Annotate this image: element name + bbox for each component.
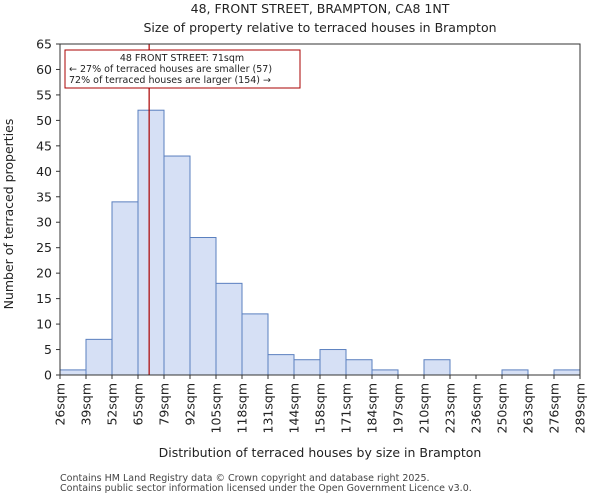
histogram-chart: 48, FRONT STREET, BRAMPTON, CA8 1NT Size… xyxy=(1,1,588,460)
y-tick-label: 10 xyxy=(36,317,52,332)
x-tick-label: 118sqm xyxy=(235,383,250,433)
bar-276sqm xyxy=(553,369,581,376)
y-tick-label: 15 xyxy=(36,291,52,306)
bar-171sqm xyxy=(345,359,373,376)
annotation-line-1: 48 FRONT STREET: 71sqm xyxy=(120,53,244,64)
x-tick-label: 39sqm xyxy=(79,383,94,426)
annotation-box: 48 FRONT STREET: 71sqm ← 27% of terraced… xyxy=(64,49,301,89)
bar-118sqm xyxy=(241,313,269,376)
chart-title: 48, FRONT STREET, BRAMPTON, CA8 1NT xyxy=(191,1,450,16)
x-tick-label: 184sqm xyxy=(365,383,380,433)
x-tick-label: 236sqm xyxy=(469,383,484,433)
bar-92sqm xyxy=(189,237,217,376)
x-tick-label: 144sqm xyxy=(287,383,302,433)
annotation-rect xyxy=(64,49,301,89)
x-tick-label: 26sqm xyxy=(53,383,68,426)
bar-52sqm xyxy=(111,201,139,376)
y-tick-label: 5 xyxy=(44,342,52,357)
bar-65sqm xyxy=(137,109,165,376)
footer-licence: Contains public sector information licen… xyxy=(60,483,472,494)
y-tick-label: 45 xyxy=(36,138,52,153)
y-axis-label: Number of terraced properties xyxy=(1,119,16,310)
annotation-line-3: 72% of terraced houses are larger (154) … xyxy=(69,75,271,86)
x-tick-label: 52sqm xyxy=(105,383,120,426)
annotation-line-2: ← 27% of terraced houses are smaller (57… xyxy=(69,64,272,75)
x-tick-label: 210sqm xyxy=(417,383,432,433)
x-tick-label: 79sqm xyxy=(157,383,172,426)
bar-131sqm xyxy=(267,354,295,376)
x-tick-label: 92sqm xyxy=(183,383,198,426)
y-tick-label: 50 xyxy=(36,113,52,128)
y-ticks: 0 5 10 15 20 25 30 35 40 45 50 55 60 65 xyxy=(36,37,60,383)
x-tick-label: 289sqm xyxy=(573,383,588,433)
x-tick-label: 171sqm xyxy=(339,383,354,433)
y-tick-label: 35 xyxy=(36,189,52,204)
bar-158sqm xyxy=(319,349,347,376)
y-tick-label: 25 xyxy=(36,240,52,255)
x-tick-label: 197sqm xyxy=(391,383,406,433)
bar-184sqm xyxy=(371,369,399,376)
y-tick-label: 60 xyxy=(36,62,52,77)
x-tick-label: 223sqm xyxy=(443,383,458,433)
x-axis-label: Distribution of terraced houses by size … xyxy=(159,445,482,460)
x-tick-label: 250sqm xyxy=(495,383,510,433)
y-tick-label: 65 xyxy=(36,37,52,52)
x-tick-label: 276sqm xyxy=(547,383,562,433)
x-tick-label: 65sqm xyxy=(131,383,146,426)
bar-105sqm xyxy=(215,282,243,376)
x-tick-label: 131sqm xyxy=(261,383,276,433)
y-tick-label: 0 xyxy=(44,368,52,383)
x-tick-label: 105sqm xyxy=(209,383,224,433)
bars-group xyxy=(59,109,581,376)
x-tick-label: 158sqm xyxy=(313,383,328,433)
x-tick-label: 263sqm xyxy=(521,383,536,433)
footer-copyright: Contains HM Land Registry data © Crown c… xyxy=(60,473,430,484)
y-tick-label: 30 xyxy=(36,215,52,230)
bar-210sqm xyxy=(423,359,451,376)
x-ticks: 26sqm 39sqm 52sqm 65sqm 79sqm 92sqm 105sqm 118s… xyxy=(53,375,588,433)
chart-subtitle: Size of property relative to terraced ho… xyxy=(143,20,496,35)
bar-144sqm xyxy=(293,359,321,376)
bar-79sqm xyxy=(163,155,191,376)
bar-39sqm xyxy=(85,338,113,376)
y-tick-label: 40 xyxy=(36,164,52,179)
bar-26sqm xyxy=(59,369,87,376)
bar-250sqm xyxy=(501,369,529,376)
y-tick-label: 20 xyxy=(36,266,52,281)
y-tick-label: 55 xyxy=(36,87,52,102)
